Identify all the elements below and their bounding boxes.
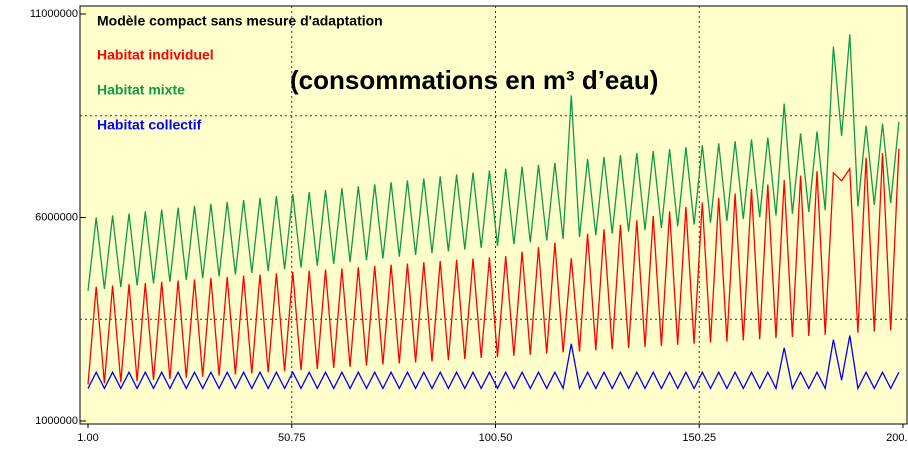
series-line bbox=[87, 34, 900, 291]
y-tick-label: 11000000 bbox=[30, 8, 78, 20]
x-tick-label: 150.25 bbox=[682, 432, 716, 444]
y-tick-label: 6000000 bbox=[35, 211, 78, 223]
x-tick-label: 200.00 bbox=[886, 432, 908, 444]
x-tick-label: 100.50 bbox=[479, 432, 513, 444]
legend-entry: Habitat mixte bbox=[97, 82, 185, 98]
series-line bbox=[87, 335, 900, 391]
x-tick-label: 1.00 bbox=[77, 432, 98, 444]
annotation: (consommations en m³ d’eau) bbox=[290, 65, 658, 95]
x-tick-label: 50.75 bbox=[278, 432, 306, 444]
series-line bbox=[87, 148, 900, 385]
legend-entry: Habitat collectif bbox=[97, 117, 202, 133]
chart-title: Modèle compact sans mesure d'adaptation bbox=[97, 13, 383, 29]
legend-entry: Habitat individuel bbox=[97, 47, 214, 63]
y-tick-label: 1000000 bbox=[35, 415, 78, 427]
